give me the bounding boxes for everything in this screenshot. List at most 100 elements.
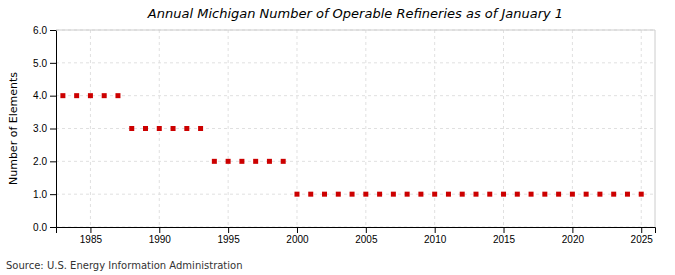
grid-line bbox=[90, 30, 91, 227]
x-tick-mark bbox=[228, 227, 229, 233]
x-tick-mark bbox=[435, 227, 436, 233]
point bbox=[115, 93, 120, 98]
y-tick: 0.0 bbox=[33, 222, 56, 233]
x-tick: 2010 bbox=[424, 227, 447, 245]
point bbox=[432, 192, 437, 197]
x-tick-mark bbox=[159, 227, 160, 233]
y-axis-line bbox=[50, 31, 57, 228]
y-tick-mark bbox=[50, 227, 56, 228]
point bbox=[515, 192, 520, 197]
x-tick-label: 2005 bbox=[355, 234, 378, 245]
x-tick: 1985 bbox=[80, 227, 103, 245]
y-tick: 6.0 bbox=[33, 25, 56, 36]
x-tick: 2025 bbox=[631, 227, 654, 245]
point bbox=[88, 93, 93, 98]
x-tick: 2005 bbox=[355, 227, 378, 245]
x-tick-label: 2000 bbox=[286, 234, 309, 245]
y-tick-label: 1.0 bbox=[33, 189, 47, 200]
x-tick-mark bbox=[641, 227, 642, 233]
point bbox=[501, 192, 506, 197]
chart: 1985199019952000200520102015202020250.01… bbox=[0, 0, 675, 275]
y-tick-mark bbox=[50, 63, 56, 64]
point bbox=[198, 126, 203, 131]
point bbox=[418, 192, 423, 197]
point bbox=[102, 93, 107, 98]
point bbox=[226, 159, 231, 164]
grid-line bbox=[503, 30, 504, 227]
x-tick-label: 1990 bbox=[149, 234, 172, 245]
x-axis-line bbox=[57, 228, 656, 234]
point bbox=[529, 192, 534, 197]
y-tick-label: 2.0 bbox=[33, 156, 47, 167]
point bbox=[184, 126, 189, 131]
y-tick-label: 4.0 bbox=[33, 90, 47, 101]
point bbox=[294, 192, 299, 197]
y-tick: 2.0 bbox=[33, 156, 56, 167]
annotation: Source: U.S. Energy Information Administ… bbox=[6, 260, 243, 271]
grid-line bbox=[56, 62, 655, 63]
point bbox=[473, 192, 478, 197]
grid-line bbox=[56, 161, 655, 162]
grid-line bbox=[56, 95, 655, 96]
x-axis: 1985 1990 1995 2000 2005 2010 2015 2020 2025 bbox=[57, 227, 656, 245]
x-tick-label: 2025 bbox=[631, 234, 654, 245]
frame-line bbox=[655, 30, 656, 227]
y-tick: 4.0 bbox=[33, 90, 56, 101]
point bbox=[143, 126, 148, 131]
frame-line bbox=[56, 30, 655, 31]
point bbox=[74, 93, 79, 98]
x-tick-label: 2010 bbox=[424, 234, 447, 245]
x-tick: 2000 bbox=[286, 227, 309, 245]
x-tick-label: 1995 bbox=[218, 234, 241, 245]
point bbox=[570, 192, 575, 197]
y-tick-mark bbox=[50, 161, 56, 162]
x-tick-label: 2020 bbox=[562, 234, 585, 245]
x-tick-mark bbox=[572, 227, 573, 233]
y-tick-label: 3.0 bbox=[33, 123, 47, 134]
y-tick-label: 5.0 bbox=[33, 58, 47, 69]
x-tick: 2020 bbox=[562, 227, 585, 245]
y-tick-mark bbox=[50, 30, 56, 31]
y-tick-label: 6.0 bbox=[33, 25, 47, 36]
y-axis-title: Number of Elements bbox=[7, 72, 20, 185]
point bbox=[556, 192, 561, 197]
point bbox=[584, 192, 589, 197]
x-tick-label: 1985 bbox=[80, 234, 103, 245]
x-tick: 1990 bbox=[149, 227, 172, 245]
point bbox=[611, 192, 616, 197]
point bbox=[129, 126, 134, 131]
y-tick-mark bbox=[50, 129, 56, 130]
point bbox=[171, 126, 176, 131]
grid bbox=[56, 30, 655, 227]
point bbox=[239, 159, 244, 164]
point bbox=[350, 192, 355, 197]
point bbox=[336, 192, 341, 197]
point bbox=[639, 192, 644, 197]
point bbox=[267, 159, 272, 164]
marks bbox=[60, 93, 643, 197]
x-tick-mark bbox=[366, 227, 367, 233]
y-tick: 3.0 bbox=[33, 123, 56, 134]
point bbox=[542, 192, 547, 197]
grid-line bbox=[56, 194, 655, 195]
y-tick: 5.0 bbox=[33, 58, 56, 69]
x-tick: 2015 bbox=[493, 227, 516, 245]
y-axis: 0.0 1.0 2.0 3.0 4.0 5.0 6.0 bbox=[33, 25, 56, 233]
point bbox=[460, 192, 465, 197]
point bbox=[308, 192, 313, 197]
point bbox=[487, 192, 492, 197]
grid-line bbox=[56, 30, 655, 31]
x-tick-mark bbox=[90, 227, 91, 233]
y-tick: 1.0 bbox=[33, 189, 56, 200]
point bbox=[60, 93, 65, 98]
grid-line bbox=[365, 30, 366, 227]
point bbox=[157, 126, 162, 131]
x-tick: 1995 bbox=[218, 227, 241, 245]
grid-line bbox=[228, 30, 229, 227]
point bbox=[597, 192, 602, 197]
point bbox=[212, 159, 217, 164]
point bbox=[446, 192, 451, 197]
plot-area: 1985199019952000200520102015202020250.01… bbox=[33, 25, 655, 245]
point bbox=[405, 192, 410, 197]
x-tick-mark bbox=[297, 227, 298, 233]
